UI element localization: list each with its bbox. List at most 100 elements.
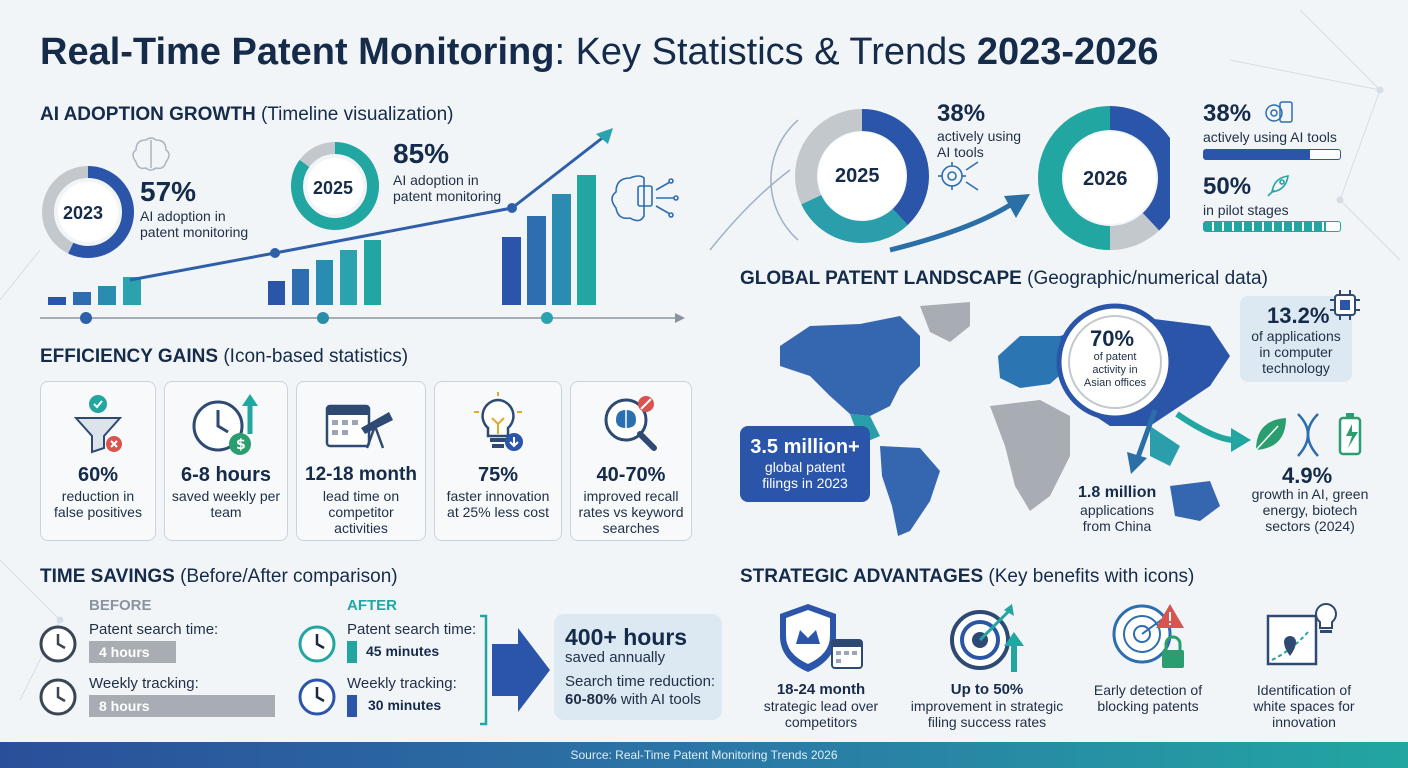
time-savings-heading-text: TIME SAVINGS <box>40 566 175 587</box>
time-savings-subheading: (Before/After comparison) <box>180 566 398 587</box>
efficiency-heading: EFFICIENCY GAINS (Icon-based statistics) <box>40 346 408 368</box>
growth-value: 4.9% <box>1282 463 1333 488</box>
map-pin-lightbulb-icon <box>1266 602 1337 666</box>
target-arrow-icon <box>950 604 1024 672</box>
clock-icon <box>298 678 336 716</box>
southeast-asia-region <box>1150 426 1180 466</box>
global-filings-label-2: filings in 2023 <box>762 475 848 491</box>
donut-2025 <box>291 142 379 230</box>
china-label: applications from China <box>1062 502 1172 534</box>
efficiency-card-lead-time: 12-18 month lead time on competitor acti… <box>296 381 426 541</box>
computer-tech-label-1: of applications <box>1251 328 1341 344</box>
efficiency-value: 12-18 month <box>305 464 417 485</box>
leaf-icon <box>1255 418 1286 451</box>
bar <box>268 281 285 305</box>
ai-tools-progress-track <box>1203 149 1341 160</box>
advantage-filing-success: Up to 50% improvement in strategic filin… <box>902 681 1072 731</box>
australia-region <box>1170 481 1220 521</box>
efficiency-label: faster innovation at 25% less cost <box>446 488 550 520</box>
year-2025-label: 2025 <box>313 178 354 198</box>
asia-share-label-1: of patent <box>1093 351 1137 363</box>
source-footer: Source: Real-Time Patent Monitoring Tren… <box>0 742 1408 768</box>
strategic-heading-text: STRATEGIC ADVANTAGES <box>740 566 984 587</box>
advantage-blocking-patents: Early detection of blocking patents <box>1078 682 1218 714</box>
after-search-label: Patent search time: <box>347 621 477 638</box>
bar <box>502 237 521 305</box>
before-label: BEFORE <box>89 597 152 614</box>
advantage-white-label-2: white spaces for <box>1253 698 1355 714</box>
lightbulb-icon <box>474 392 523 451</box>
radar-alert-lock-icon <box>1112 604 1184 668</box>
trend-arrowhead-icon <box>596 128 613 144</box>
trend-line <box>129 130 611 282</box>
map-arrows <box>1127 409 1251 474</box>
north-america-region <box>780 316 920 416</box>
ai-tools-2026-label: actively using AI tools <box>1203 129 1337 145</box>
efficiency-label: lead time on competitor activities <box>322 488 400 536</box>
before-tracking-value: 8 hours <box>99 698 150 714</box>
advantage-filing-value: Up to 50% <box>950 681 1024 698</box>
growth-label-1: growth in AI, green <box>1251 486 1369 502</box>
clock-icon <box>39 678 77 716</box>
efficiency-card-false-positives: 60% reduction in false positives <box>40 381 156 541</box>
advantage-blocking-label-1: Early detection of <box>1093 682 1203 698</box>
global-heading: GLOBAL PATENT LANDSCAPE (Geographic/nume… <box>740 268 1268 290</box>
after-tracking-bar <box>347 695 357 717</box>
growth-sector-icons <box>1255 413 1362 457</box>
arrow-right-icon <box>1231 428 1251 452</box>
year-2026-label: 2026 <box>1083 168 1128 190</box>
pilot-progress-fill <box>1204 222 1327 231</box>
efficiency-card-innovation: 75% faster innovation at 25% less cost <box>434 381 562 541</box>
arrow-down-icon <box>1127 452 1147 474</box>
bar <box>577 175 596 305</box>
title-years: 2023-2026 <box>976 31 1159 73</box>
advantage-lead-value: 18-24 month <box>776 681 866 698</box>
after-clocks <box>298 625 336 716</box>
gear-chip-small-icon <box>1265 101 1293 123</box>
bar <box>364 240 381 305</box>
growth-label: growth in AI, green energy, biotech sect… <box>1240 486 1380 534</box>
before-clocks <box>39 625 77 716</box>
before-search-value: 4 hours <box>99 644 150 660</box>
efficiency-value: 6-8 hours <box>180 464 272 486</box>
bar <box>98 286 116 305</box>
efficiency-value: 60% <box>77 464 119 486</box>
asia-share-value: 70% <box>1090 326 1135 351</box>
efficiency-value: 40-70% <box>596 464 666 486</box>
donut-2025-right <box>795 109 929 243</box>
donut-2023 <box>42 166 134 258</box>
computer-tech-label: of applications in computer technology <box>1240 328 1352 376</box>
advantage-filing-label-1: improvement in strategic <box>910 698 1064 714</box>
after-label: AFTER <box>347 597 397 614</box>
year-2023-label: 2023 <box>63 203 104 223</box>
adoption-2023-value: 57% <box>140 176 197 207</box>
reduction-percent: 60-80% <box>565 691 617 708</box>
ai-chip-brain-icon <box>611 175 679 222</box>
adoption-2023-label-2: patent monitoring <box>140 224 249 240</box>
advantage-lead-time: 18-24 month strategic lead over competit… <box>746 681 896 731</box>
adoption-2025-label-2: patent monitoring <box>393 188 502 204</box>
efficiency-card-hours-saved: $ 6-8 hours saved weekly per team <box>164 381 288 541</box>
asia-share-label: of patent activity in Asian offices <box>1070 351 1160 390</box>
efficiency-heading-text: EFFICIENCY GAINS <box>40 346 219 367</box>
reduction-value: 60-80% with AI tools <box>565 692 701 708</box>
advantage-lead-label-1: strategic lead over <box>763 698 879 714</box>
asia-share-label-3: Asian offices <box>1083 377 1147 389</box>
bar <box>316 260 333 305</box>
adoption-2023-label-1: AI adoption in <box>140 208 226 224</box>
efficiency-label: saved weekly per team <box>171 488 281 520</box>
hours-saved-value: 400+ hours <box>565 624 688 650</box>
calendar-telescope-icon <box>325 404 393 449</box>
before-search-label: Patent search time: <box>89 621 219 638</box>
asia-share-circle <box>1056 303 1174 421</box>
ai-tools-2025-label-2: AI tools <box>937 144 984 160</box>
computer-tech-label-3: technology <box>1262 360 1330 376</box>
advantage-white-spaces: Identification of white spaces for innov… <box>1234 682 1374 730</box>
efficiency-card-recall: 40-70% improved recall rates vs keyword … <box>570 381 692 541</box>
advantage-white-label-3: innovation <box>1272 714 1336 730</box>
growth-arrow-icon <box>1004 194 1030 218</box>
ai-adoption-timeline <box>40 128 685 324</box>
chip-icon <box>1330 290 1360 320</box>
ai-adoption-heading: AI ADOPTION GROWTH (Timeline visualizati… <box>40 104 453 126</box>
global-filings-value: 3.5 million+ <box>750 436 860 458</box>
